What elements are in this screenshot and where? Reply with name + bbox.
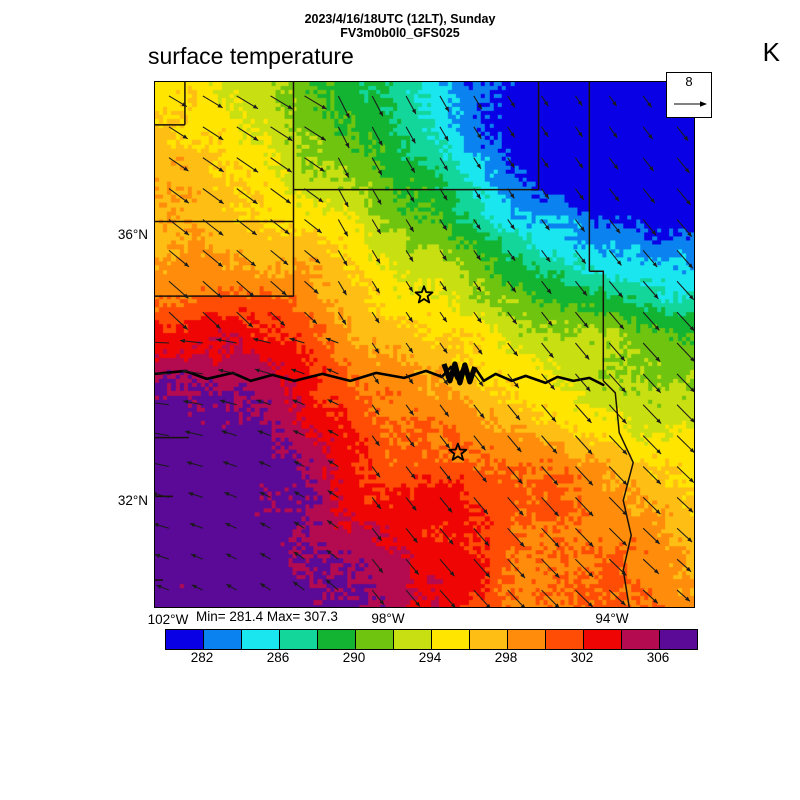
map-plot-area[interactable] <box>154 81 695 608</box>
colorbar-tick-labels: 282 286 290 294 298 302 306 <box>0 650 800 670</box>
colorbar-segment <box>203 630 241 649</box>
colorbar-segment <box>279 630 317 649</box>
minmax-annotation: Min= 281.4 Max= 307.3 <box>196 609 338 624</box>
wind-legend-value: 8 <box>685 74 693 89</box>
figure-title-block: 2023/4/16/18UTC (12LT), Sunday FV3m0b0l0… <box>0 12 800 40</box>
colorbar-segment <box>355 630 393 649</box>
colorbar-tick: 286 <box>266 650 290 665</box>
lon-label-102w: 102°W <box>147 612 189 627</box>
colorbar-segment <box>621 630 659 649</box>
colorbar-segment <box>393 630 431 649</box>
title-model: FV3m0b0l0_GFS025 <box>340 26 460 40</box>
title-datetime: 2023/4/16/18UTC (12LT), Sunday <box>304 12 496 26</box>
map-overlay-vectors <box>155 82 694 607</box>
station-star-north <box>414 285 434 304</box>
colorbar-tick: 282 <box>190 650 214 665</box>
temperature-field-canvas <box>155 82 694 607</box>
lon-label-98w: 98°W <box>371 611 405 626</box>
colorbar-segment <box>507 630 545 649</box>
colorbar-segment <box>659 630 697 649</box>
colorbar-segment <box>431 630 469 649</box>
lat-label-36n: 36°N <box>117 227 148 242</box>
lon-label-94w: 94°W <box>595 611 629 626</box>
colorbar-segment <box>166 630 203 649</box>
colorbar-segment <box>583 630 621 649</box>
page-title: surface temperature <box>148 43 354 69</box>
colorbar-segment <box>545 630 583 649</box>
colorbar[interactable] <box>165 629 698 650</box>
colorbar-segment <box>241 630 279 649</box>
colorbar-tick: 290 <box>342 650 366 665</box>
colorbar-tick: 306 <box>646 650 670 665</box>
wind-vector-legend: 8 <box>666 72 712 118</box>
unit-label: K <box>762 37 780 67</box>
arrow-right-icon <box>674 101 707 107</box>
colorbar-tick: 302 <box>570 650 594 665</box>
colorbar-segment <box>469 630 507 649</box>
colorbar-tick: 294 <box>418 650 442 665</box>
station-star-south <box>448 442 468 461</box>
lat-label-32n: 32°N <box>117 493 148 508</box>
colorbar-tick: 298 <box>494 650 518 665</box>
colorbar-segment <box>317 630 355 649</box>
